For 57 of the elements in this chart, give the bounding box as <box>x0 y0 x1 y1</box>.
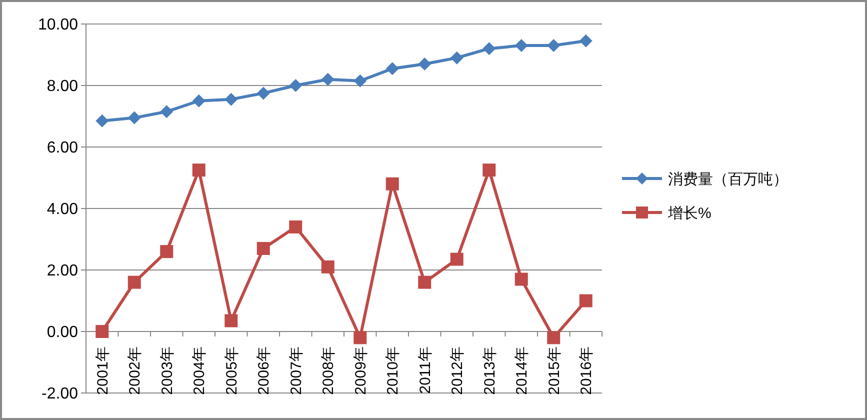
point <box>418 57 432 70</box>
x-tick-label: 2009年 <box>352 346 370 395</box>
y-tick-label: 6.00 <box>46 140 78 157</box>
point <box>289 220 302 234</box>
point <box>386 177 399 190</box>
x-tick-label: 2011年 <box>416 346 434 394</box>
x-tick-label: 2016年 <box>578 346 596 395</box>
x-tick-label: 2005年 <box>223 346 240 395</box>
x-tick-label: 2008年 <box>320 346 338 395</box>
x-tick-label: 2010年 <box>384 346 402 395</box>
point <box>160 105 174 118</box>
point <box>128 111 141 124</box>
y-tick-label: -2.00 <box>42 386 78 403</box>
x-tick-label: 2012年 <box>449 346 466 395</box>
point <box>192 164 206 177</box>
point <box>160 245 174 258</box>
point <box>386 62 399 76</box>
point <box>547 39 560 52</box>
y-tick-label: 2.00 <box>46 262 78 280</box>
point <box>256 242 270 255</box>
x-tick-label: 2006年 <box>256 346 273 395</box>
point <box>321 72 334 86</box>
point <box>224 314 238 328</box>
point <box>289 79 302 92</box>
y-tick-label: 4.00 <box>46 201 78 218</box>
x-tick-label: 2014年 <box>514 346 531 395</box>
y-tick-label: 10.00 <box>38 16 78 34</box>
point <box>482 164 496 177</box>
point <box>224 92 238 106</box>
x-tick-label: 2002年 <box>126 346 144 395</box>
point <box>321 260 334 274</box>
legend-label: 消费量（百万吨） <box>668 170 788 188</box>
x-tick-label: 2015年 <box>546 346 563 395</box>
point <box>418 276 432 289</box>
x-tick-label: 2004年 <box>191 346 208 395</box>
point <box>256 86 270 100</box>
legend-label: 增长% <box>667 204 712 222</box>
point <box>128 276 141 289</box>
y-tick-label: 8.00 <box>46 78 78 96</box>
point <box>354 331 367 344</box>
point <box>450 252 464 266</box>
x-tick-label: 2007年 <box>288 346 305 395</box>
point <box>450 51 464 64</box>
x-tick-label: 2001年 <box>94 346 112 395</box>
point <box>579 294 592 308</box>
point <box>192 94 206 108</box>
y-tick-label: 0.00 <box>46 324 78 342</box>
point <box>96 114 109 128</box>
point <box>482 42 496 56</box>
point <box>547 331 560 344</box>
point <box>354 74 367 88</box>
point <box>579 34 592 48</box>
x-tick-label: 2003年 <box>158 346 176 395</box>
point <box>96 325 109 338</box>
point <box>514 39 528 52</box>
x-tick-label: 2013年 <box>481 346 498 395</box>
point <box>514 272 528 286</box>
